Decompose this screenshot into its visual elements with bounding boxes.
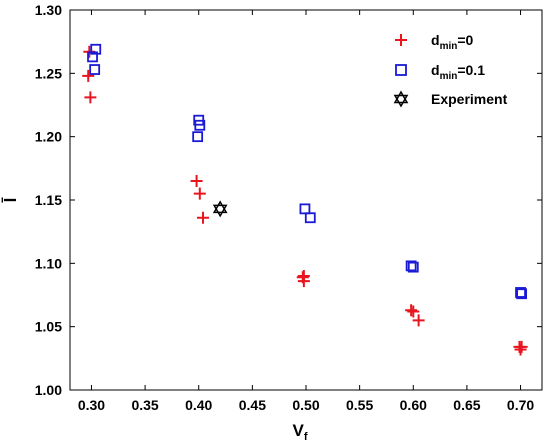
y-tick-label: 1.10 <box>35 255 62 271</box>
legend-label-experiment: Experiment <box>431 91 508 107</box>
data-point-plus <box>514 343 527 356</box>
legend-item-dmin-0.1: dmin=0.1 <box>395 62 485 82</box>
x-tick-label: 0.35 <box>131 397 158 413</box>
data-point-square <box>90 43 102 55</box>
axis-ticks: 0.30 0.35 0.40 0.45 0.50 0.55 0.60 0.65 0.70 1.00… <box>35 2 542 413</box>
y-tick-label: 1.15 <box>35 192 62 208</box>
data-point-square <box>89 64 101 75</box>
y-tick-label: 1.00 <box>35 382 62 398</box>
x-tick-label: 0.70 <box>507 397 534 413</box>
data-point-square <box>194 119 206 131</box>
data-point-plus <box>197 211 210 224</box>
legend-square-marker <box>395 64 407 76</box>
y-tick-label: 1.20 <box>35 129 62 145</box>
data-point-square <box>304 212 316 224</box>
data-point-square <box>515 287 526 298</box>
y-axis-label: l̄ <box>1 197 20 203</box>
data-points <box>82 43 528 356</box>
data-point-plus <box>407 305 420 318</box>
x-tick-label: 0.50 <box>292 397 319 413</box>
data-point-plus <box>193 187 206 200</box>
y-tick-label: 1.25 <box>35 65 62 81</box>
data-point-plus <box>82 69 95 82</box>
x-tick-label: 0.55 <box>346 397 373 413</box>
legend-plus-marker <box>395 34 407 46</box>
x-tick-label: 0.45 <box>239 397 266 413</box>
data-point-hexagram <box>212 200 228 218</box>
legend-item-experiment: Experiment <box>393 90 508 108</box>
data-point-plus <box>515 340 528 353</box>
legend-hexagram-marker <box>393 90 409 108</box>
data-point-plus <box>405 304 418 317</box>
data-point-square <box>192 131 204 143</box>
data-point-plus <box>84 91 97 104</box>
data-point-square <box>516 288 528 300</box>
legend: dmin=0 dmin=0.1 Experiment <box>393 32 508 108</box>
data-point-square <box>405 260 417 272</box>
x-axis-label: Vf <box>292 421 307 443</box>
x-tick-label: 0.65 <box>453 397 480 413</box>
x-tick-label: 0.30 <box>78 397 105 413</box>
data-point-plus <box>297 275 310 288</box>
x-tick-label: 0.40 <box>185 397 212 413</box>
data-point-square <box>87 51 98 63</box>
data-point-plus <box>412 314 425 327</box>
legend-item-dmin-0: dmin=0 <box>395 32 474 52</box>
data-point-plus <box>190 175 203 187</box>
legend-label-dmin-0.1: dmin=0.1 <box>431 62 485 82</box>
y-tick-label: 1.05 <box>35 319 62 335</box>
y-tick-label: 1.30 <box>35 2 62 18</box>
plot-area <box>69 9 543 391</box>
data-point-square <box>407 261 419 273</box>
legend-label-dmin-0: dmin=0 <box>431 32 474 52</box>
x-tick-label: 0.60 <box>400 397 427 413</box>
